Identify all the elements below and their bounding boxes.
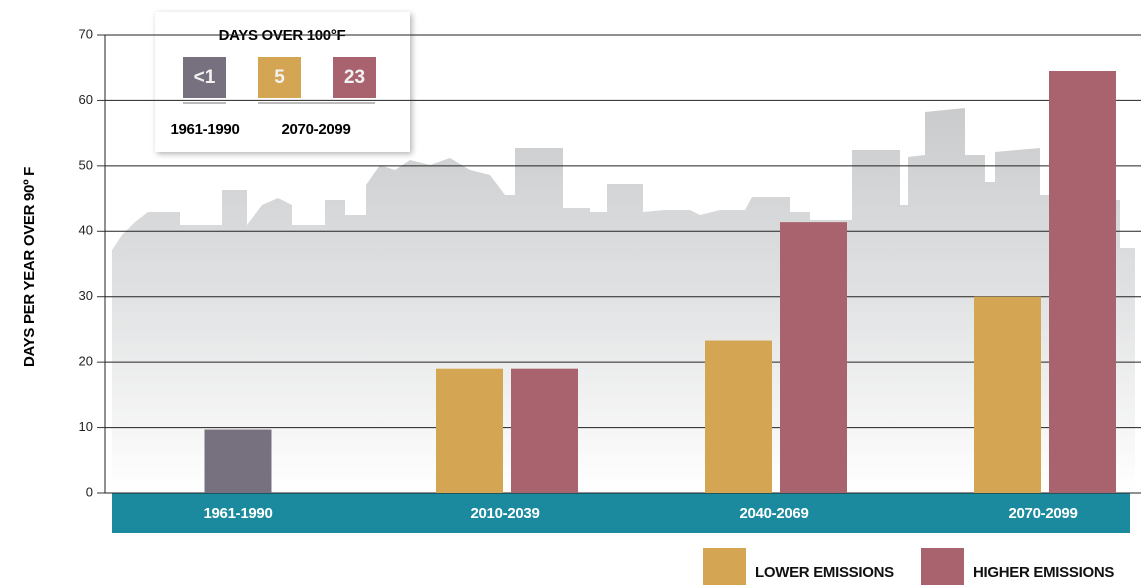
bar: [1049, 70, 1116, 493]
x-tick-label: 2010-2039: [470, 505, 539, 522]
inset-swatch: [258, 57, 301, 98]
y-tick-label: 70: [79, 26, 93, 41]
y-tick-label: 20: [79, 354, 93, 369]
skyline: [112, 108, 1135, 493]
inset-period: 2070-2099: [281, 121, 350, 138]
inset-swatch: [183, 57, 226, 98]
y-axis-label: DAYS PER YEAR OVER 90º F: [21, 167, 38, 367]
inset-value: 23: [344, 67, 365, 88]
y-tick-label: 10: [79, 419, 93, 434]
bar: [705, 340, 772, 493]
x-tick-label: 1961-1990: [203, 505, 272, 522]
x-tick-label: 2070-2099: [1008, 505, 1077, 522]
y-tick-label: 50: [79, 157, 93, 172]
inset-value: 5: [274, 67, 285, 88]
bar: [974, 296, 1041, 493]
legend-swatch: [703, 548, 746, 585]
y-tick-label: 30: [79, 288, 93, 303]
y-tick-label: 0: [86, 484, 93, 499]
bar: [780, 222, 847, 493]
legend-label: LOWER EMISSIONS: [755, 564, 894, 581]
category-band: [112, 493, 1130, 533]
inset-swatch: [333, 57, 376, 98]
bar: [204, 429, 272, 493]
bar: [511, 368, 578, 493]
y-tick-label: 60: [79, 92, 93, 107]
legend-label: HIGHER EMISSIONS: [973, 564, 1114, 581]
bar: [436, 368, 503, 493]
inset-period: 1961-1990: [170, 121, 239, 138]
y-tick-label: 40: [79, 223, 93, 238]
inset-value: <1: [194, 67, 216, 88]
legend-swatch: [921, 548, 964, 585]
x-tick-label: 2040-2069: [739, 505, 808, 522]
